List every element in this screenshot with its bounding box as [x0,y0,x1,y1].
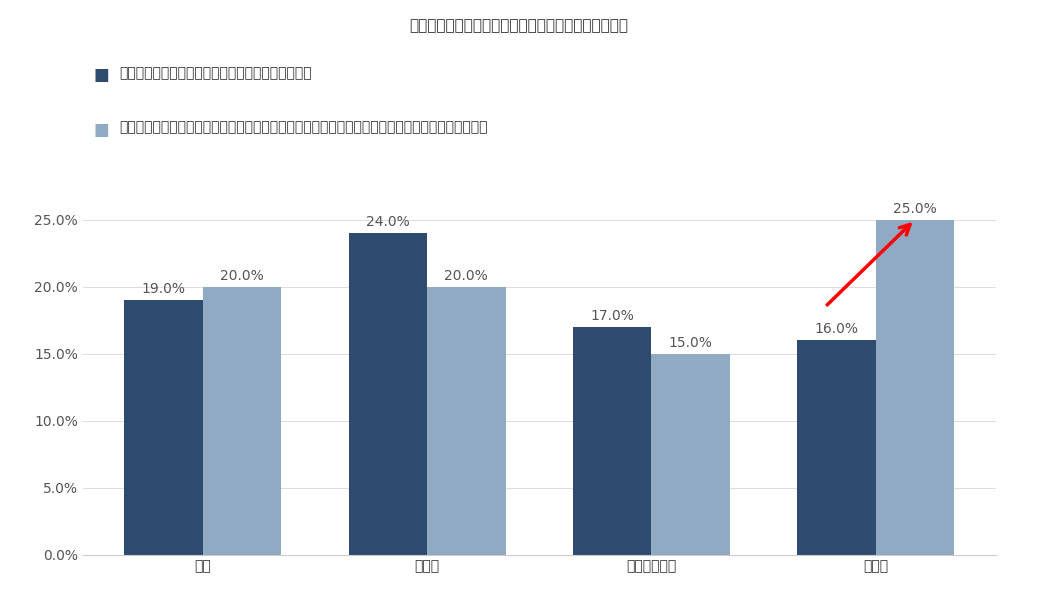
Text: 19.0%: 19.0% [142,282,186,296]
Text: 見直したい感染症対策行動（うがいの頻度を増やす）: 見直したい感染症対策行動（うがいの頻度を増やす） [409,18,628,33]
Text: 20.0%: 20.0% [445,269,488,283]
Text: 15.0%: 15.0% [669,336,712,350]
Text: 25.0%: 25.0% [893,202,936,216]
Text: 20.0%: 20.0% [220,269,264,283]
Text: ■: ■ [93,121,109,139]
Text: 16.0%: 16.0% [814,323,859,336]
Bar [203,287,281,555]
Bar [124,300,203,555]
Text: 今年の年末年始に向けて見直したい感染症対策行動: 今年の年末年始に向けて見直したい感染症対策行動 [119,66,312,80]
Bar [797,340,875,555]
Text: 24.0%: 24.0% [366,215,410,229]
Text: 17.0%: 17.0% [590,309,634,323]
Bar [651,354,730,555]
Bar [572,327,651,555]
Bar [348,233,427,555]
Bar [427,287,506,555]
Text: 今年秋頃からインフルエンザ早期流行予測が出ていることを聞いて、今後見直したい感染対策行動: 今年秋頃からインフルエンザ早期流行予測が出ていることを聞いて、今後見直したい感染… [119,121,487,134]
Text: ■: ■ [93,66,109,84]
Bar [875,219,954,555]
